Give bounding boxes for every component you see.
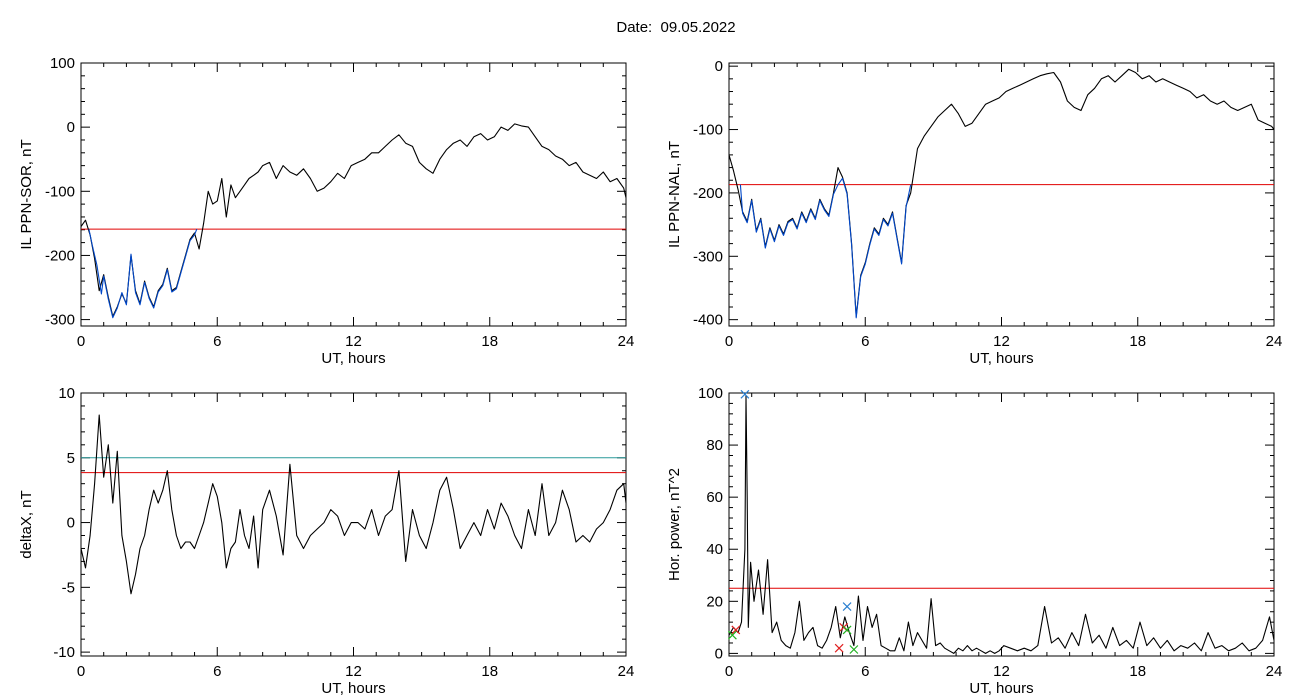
hor-power-frame	[728, 392, 1275, 657]
deltax-series-trace	[80, 414, 627, 595]
hor-power-xlabel: UT, hours	[969, 680, 1033, 697]
hor-power-marker-7-b	[842, 625, 852, 635]
il-ppn-nal-xtick-label-1: 6	[861, 333, 869, 350]
hor-power-ytick-label-0: 100	[698, 385, 723, 402]
hor-power-marker-6-b	[849, 645, 859, 654]
hor-power-ytick-label-4: 20	[706, 593, 723, 610]
il-ppn-sor-ytick-label-4: -300	[45, 312, 75, 329]
deltax-xtick-label-3: 18	[481, 663, 498, 680]
hor-power-marker-5-b	[727, 630, 737, 640]
il-ppn-sor-ytick-label-1: 0	[67, 119, 75, 136]
il-ppn-sor-series-trace	[80, 123, 627, 317]
deltax-ytick-label-2: 0	[67, 515, 75, 532]
il-ppn-nal-ytick-label-4: -400	[693, 312, 723, 329]
deltax-frame	[80, 392, 627, 657]
deltax-xtick-label-2: 12	[345, 663, 362, 680]
deltax-ytick-label-3: -5	[62, 579, 75, 596]
deltax-ytick-label-1: 5	[67, 450, 75, 467]
il-ppn-nal-series-trace	[728, 68, 1275, 318]
deltax-ylabel: deltaX, nT	[18, 490, 35, 558]
il-ppn-nal-ytick-label-3: -300	[693, 248, 723, 265]
deltax-xlabel: UT, hours	[321, 680, 385, 697]
hor-power-ylabel: Hor. power, nT^2	[666, 468, 683, 581]
il-ppn-nal-ylabel: IL PPN-NAL, nT	[666, 141, 683, 248]
hor-power-marker-0-b	[740, 389, 750, 399]
il-ppn-nal-ytick-label-0: 0	[715, 58, 723, 75]
il-ppn-sor-xtick-label-2: 12	[345, 333, 362, 350]
hor-power-xtick-label-4: 24	[1266, 663, 1283, 680]
il-ppn-nal-series-highlight	[739, 177, 912, 319]
deltax-xtick-label-1: 6	[213, 663, 221, 680]
il-ppn-sor-ytick-label-2: -100	[45, 183, 75, 200]
il-ppn-nal-ytick-label-1: -100	[693, 122, 723, 139]
deltax-xtick-label-4: 24	[618, 663, 635, 680]
hor-power-xtick-label-2: 12	[993, 663, 1010, 680]
il-ppn-nal-xtick-label-3: 18	[1129, 333, 1146, 350]
il-ppn-sor-ytick-label-3: -200	[45, 247, 75, 264]
il-ppn-sor-ylabel: IL PPN-SOR, nT	[18, 139, 35, 249]
il-ppn-nal-ytick-label-2: -200	[693, 185, 723, 202]
il-ppn-nal-frame	[728, 62, 1275, 327]
il-ppn-sor-xtick-label-0: 0	[77, 333, 85, 350]
hor-power-series-trace	[728, 395, 1275, 654]
hor-power-xtick-label-0: 0	[725, 663, 733, 680]
hor-power-xtick-label-3: 18	[1129, 663, 1146, 680]
il-ppn-nal-xlabel: UT, hours	[969, 350, 1033, 367]
il-ppn-nal-xtick-label-0: 0	[725, 333, 733, 350]
il-ppn-nal-xtick-label-2: 12	[993, 333, 1010, 350]
hor-power-xtick-label-1: 6	[861, 663, 869, 680]
il-ppn-nal-xtick-label-4: 24	[1266, 333, 1283, 350]
hor-power-marker-1-b	[842, 602, 852, 611]
hor-power-marker-2-b	[731, 625, 741, 635]
il-ppn-sor-xtick-label-3: 18	[481, 333, 498, 350]
deltax-xtick-label-0: 0	[77, 663, 85, 680]
hor-power-ytick-label-5: 0	[715, 645, 723, 662]
hor-power-ytick-label-3: 40	[706, 541, 723, 558]
il-ppn-sor-ytick-label-0: 100	[50, 55, 75, 72]
il-ppn-sor-xtick-label-4: 24	[618, 333, 635, 350]
il-ppn-sor-series-highlight	[88, 228, 198, 319]
il-ppn-sor-xtick-label-1: 6	[213, 333, 221, 350]
hor-power-ytick-label-1: 80	[706, 437, 723, 454]
deltax-ytick-label-0: 10	[58, 385, 75, 402]
deltax-ytick-label-4: -10	[53, 644, 75, 661]
date-title: Date: 09.05.2022	[616, 19, 736, 36]
hor-power-ytick-label-2: 60	[706, 489, 723, 506]
il-ppn-sor-xlabel: UT, hours	[321, 350, 385, 367]
hor-power-marker-4-b	[834, 643, 844, 653]
